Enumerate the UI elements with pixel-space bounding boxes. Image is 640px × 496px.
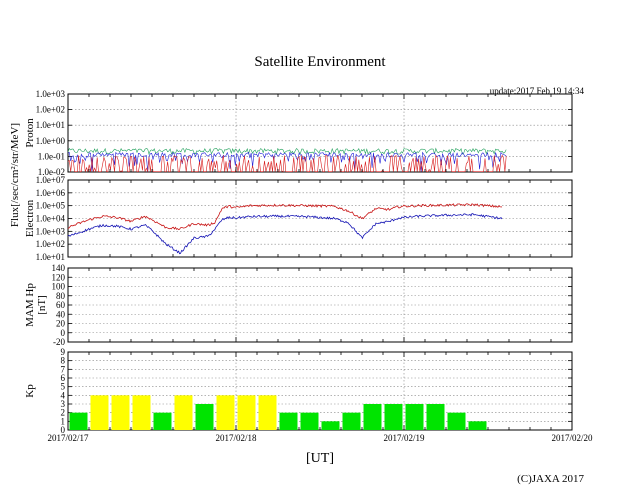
- y-axis-label: Electron: [24, 199, 36, 237]
- x-axis-label: [UT]: [306, 451, 334, 466]
- y-tick-label: 1.0e+02: [36, 105, 65, 115]
- y-tick-label: 1.0e+07: [36, 175, 66, 185]
- kp-bar: [321, 421, 340, 430]
- x-tick-label: 2017/02/19: [383, 433, 425, 443]
- y-tick-label: 2: [61, 408, 66, 418]
- series-line-blue: [67, 151, 507, 172]
- kp-bar: [447, 412, 466, 430]
- y-tick-label: 1.0e+03: [36, 89, 66, 99]
- y-tick-label: 6: [61, 373, 66, 383]
- panels: 1.0e-021.0e-011.0e+001.0e+011.0e+021.0e+…: [24, 89, 593, 443]
- y-tick-label: 1.0e+03: [36, 226, 66, 236]
- y-tick-label: 1.0e-02: [38, 167, 65, 177]
- y-tick-label: 7: [61, 364, 66, 374]
- kp-bar: [237, 395, 256, 430]
- kp-bar: [426, 404, 445, 430]
- y-tick-label: 3: [61, 399, 66, 409]
- y-tick-label: 0: [61, 425, 66, 435]
- kp-bar: [363, 404, 382, 430]
- y-tick-label: 1.0e+06: [36, 188, 66, 198]
- y-tick-label: 1.0e+02: [36, 239, 65, 249]
- panel-electron: 1.0e+01 1.0e+02 1.0e+03 1.0e+04 1.0e+05 1.0e+…: [24, 175, 573, 262]
- y-tick-label: 1: [61, 416, 66, 426]
- series-line-blue: [67, 213, 503, 255]
- y-tick-label: 9: [61, 347, 66, 357]
- series-line-green: [67, 147, 507, 156]
- kp-bar: [405, 404, 424, 430]
- shared-y-axis-label: Flux[/sec/cm²/str/MeV]: [9, 123, 21, 227]
- y-axis-label: MAM Hp: [24, 283, 36, 327]
- y-axis-unit: [nT]: [36, 295, 48, 315]
- y-tick-label: 120: [52, 272, 66, 282]
- kp-bar: [384, 404, 403, 430]
- copyright: (C)JAXA 2017: [517, 473, 584, 485]
- y-tick-label: 1.0e+01: [36, 120, 65, 130]
- y-tick-label: 5: [61, 382, 66, 392]
- series-line-red: [67, 154, 507, 173]
- y-tick-label: -20: [53, 337, 65, 347]
- chart-title: Satellite Environment: [254, 54, 386, 70]
- x-tick-label: 2017/02/17: [47, 433, 89, 443]
- y-tick-label: 40: [56, 309, 66, 319]
- update-timestamp: update:2017 Feb 19 14:34: [490, 86, 585, 96]
- kp-bar: [90, 395, 109, 430]
- kp-bar: [300, 412, 319, 430]
- series-line-red: [67, 203, 503, 231]
- kp-bar: [69, 412, 88, 430]
- y-tick-label: 1.0e+05: [36, 201, 66, 211]
- y-tick-label: 60: [56, 300, 66, 310]
- y-tick-label: 1.0e-01: [38, 151, 65, 161]
- y-axis-label: Proton: [24, 118, 36, 148]
- kp-bar: [468, 421, 487, 430]
- x-tick-label: 2017/02/20: [551, 433, 593, 443]
- kp-bar: [195, 404, 214, 430]
- x-tick-label: 2017/02/18: [215, 433, 257, 443]
- kp-bar: [258, 395, 277, 430]
- y-tick-label: 100: [52, 282, 66, 292]
- kp-bar: [174, 395, 193, 430]
- kp-bar: [216, 395, 235, 430]
- y-tick-label: 0: [61, 328, 66, 338]
- y-tick-label: 4: [61, 390, 66, 400]
- y-tick-label: 1.0e+01: [36, 252, 65, 262]
- kp-bar: [111, 395, 130, 430]
- y-tick-label: 80: [56, 291, 66, 301]
- kp-bar: [342, 412, 361, 430]
- y-tick-label: 1.0e+04: [36, 214, 66, 224]
- y-tick-label: 140: [52, 263, 66, 273]
- y-axis-label: Kp: [24, 384, 36, 398]
- kp-bar: [132, 395, 151, 430]
- panel-proton: 1.0e-02 1.0e-01 1.0e+00 1.0e+01 1.0e+02 1.0e+…: [24, 89, 573, 177]
- kp-bar: [153, 412, 172, 430]
- y-tick-label: 20: [56, 319, 66, 329]
- y-tick-label: 8: [61, 356, 66, 366]
- y-tick-label: 1.0e+00: [36, 136, 66, 146]
- kp-bar: [279, 412, 298, 430]
